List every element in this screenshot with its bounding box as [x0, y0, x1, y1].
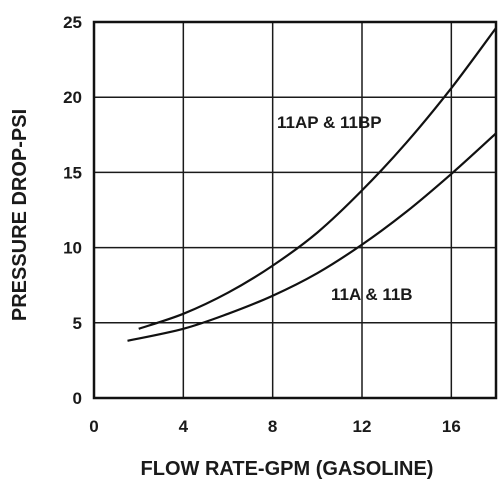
grid: [94, 22, 496, 398]
series-line-1: [127, 132, 497, 342]
y-tick-label-3: 15: [63, 163, 82, 182]
y-tick-label-2: 10: [63, 239, 82, 258]
y-tick-label-5: 25: [63, 13, 82, 32]
x-tick-label-3: 12: [353, 417, 372, 436]
series-line-0: [138, 27, 497, 330]
y-tick-label-1: 5: [73, 314, 82, 333]
y-axis-title: PRESSURE DROP-PSI: [9, 109, 31, 321]
x-tick-label-0: 0: [89, 417, 98, 436]
y-axis-ticks: 0 5 10 15 20 25: [63, 13, 82, 408]
y-tick-label-4: 20: [63, 88, 82, 107]
x-tick-label-1: 4: [179, 417, 189, 436]
series-label-1: 11A & 11B: [331, 285, 413, 304]
y-tick-label-0: 0: [73, 389, 82, 408]
plot-frame: [92, 20, 498, 400]
series-lines: [127, 27, 497, 342]
x-axis-title: FLOW RATE-GPM (GASOLINE): [141, 458, 434, 480]
series-labels: 11AP & 11BP 11A & 11B: [277, 113, 413, 304]
x-axis-ticks: 0 4 8 12 16: [89, 417, 461, 436]
x-tick-label-4: 16: [442, 417, 461, 436]
x-tick-label-2: 8: [268, 417, 277, 436]
series-label-0: 11AP & 11BP: [277, 113, 382, 132]
